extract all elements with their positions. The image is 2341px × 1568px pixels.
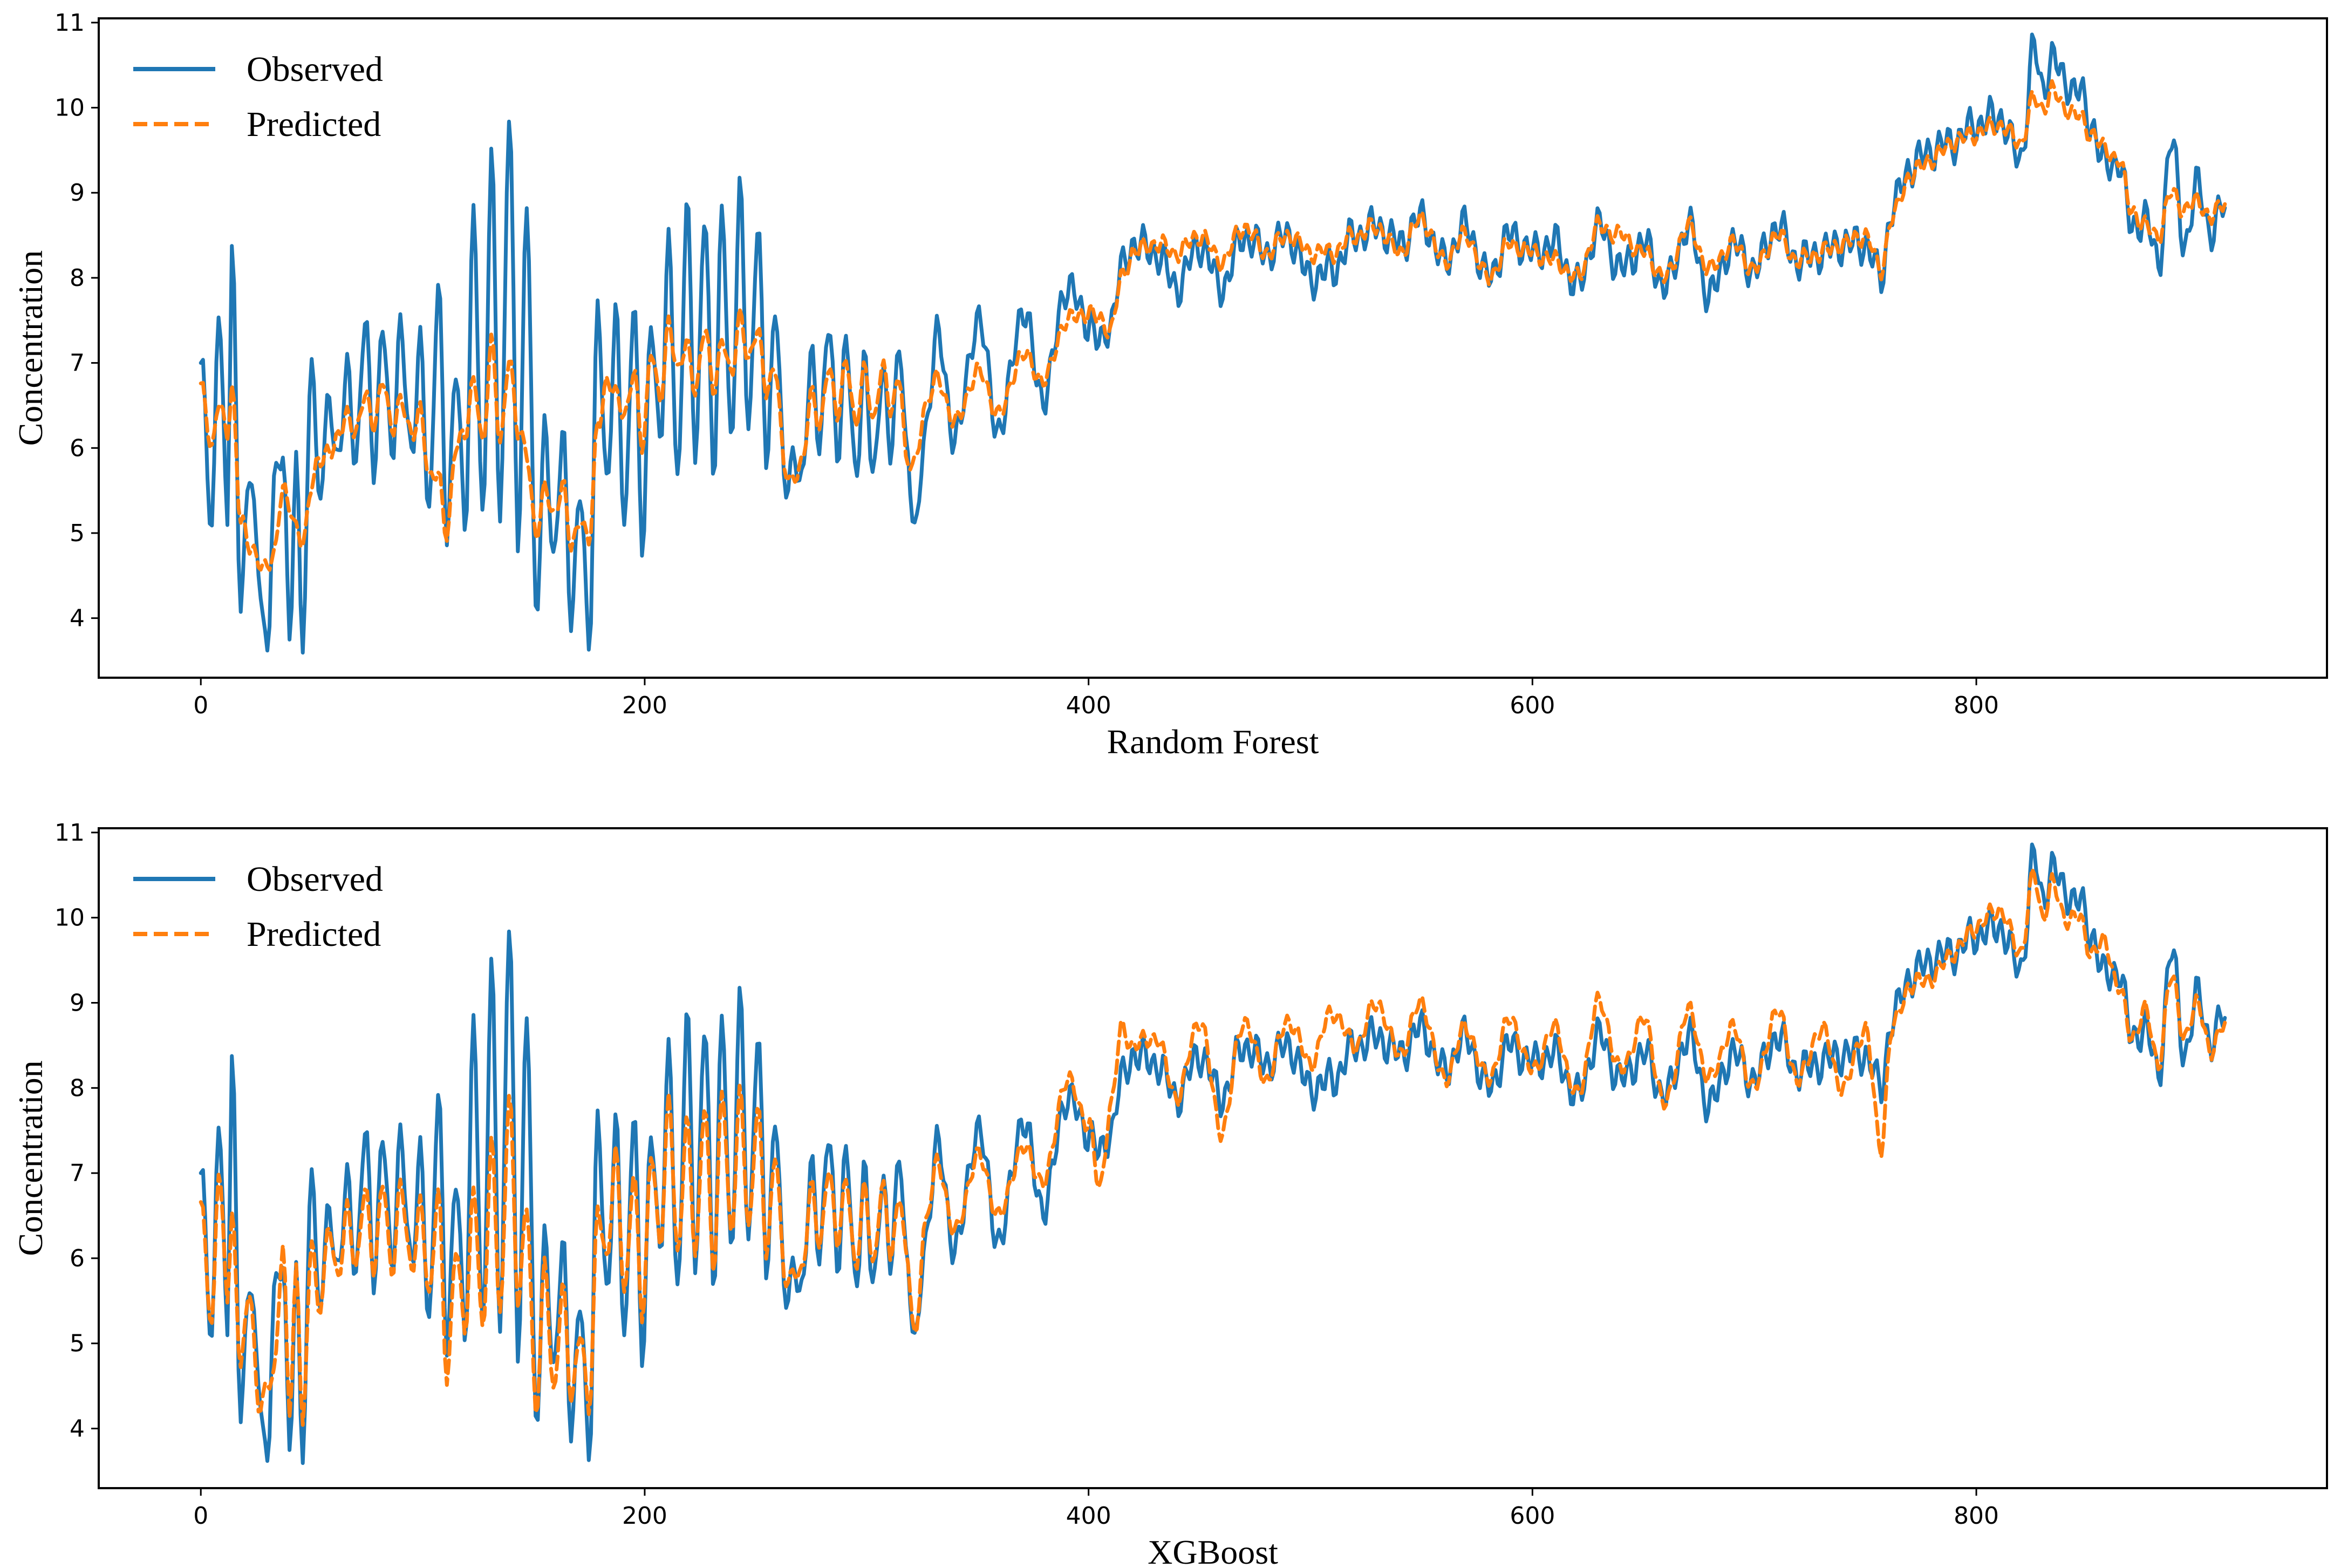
y-tick-label: 4 <box>70 605 85 632</box>
x-tick-label: 400 <box>1066 692 1111 719</box>
x-axis-label: XGBoost <box>1148 1533 1278 1568</box>
legend: Observed Predicted <box>133 50 383 144</box>
y-tick-label: 9 <box>70 179 85 207</box>
y-tick-label: 11 <box>54 819 85 847</box>
y-tick-label: 10 <box>54 94 85 122</box>
chart-panel-random-forest: 0 200 400 600 800 4 5 6 7 8 9 10 11 Random Forest Co… <box>11 9 2328 761</box>
x-axis-label: Random Forest <box>1107 722 1319 761</box>
x-tick-label: 200 <box>622 1502 667 1530</box>
y-axis-label: Concentration <box>11 1060 50 1256</box>
series-line-predicted <box>199 79 2227 572</box>
series-layer <box>199 32 2227 655</box>
x-tick-label: 600 <box>1510 692 1555 719</box>
y-tick-label: 8 <box>70 1074 85 1102</box>
legend-label-observed: Observed <box>247 860 383 899</box>
y-tick-label: 8 <box>70 264 85 292</box>
x-tick-label: 0 <box>193 692 208 719</box>
legend-label-predicted: Predicted <box>247 105 381 144</box>
ticks-layer: 0 200 400 600 800 4 5 6 7 8 9 10 11 <box>54 9 1999 719</box>
y-tick-label: 7 <box>70 1160 85 1187</box>
ticks-layer: 0 200 400 600 800 4 5 6 7 8 9 10 11 <box>54 819 1999 1530</box>
legend-label-predicted: Predicted <box>247 915 381 954</box>
y-tick-label: 7 <box>70 350 85 377</box>
x-tick-label: 200 <box>622 692 667 719</box>
y-tick-label: 5 <box>70 1330 85 1358</box>
y-tick-label: 6 <box>70 434 85 462</box>
axes-frame <box>98 17 2328 679</box>
x-tick-label: 800 <box>1954 1502 1999 1530</box>
y-tick-label: 4 <box>70 1415 85 1443</box>
legend-label-observed: Observed <box>247 50 383 89</box>
y-tick-label: 9 <box>70 990 85 1017</box>
series-layer <box>199 842 2227 1465</box>
series-line-predicted <box>199 867 2227 1427</box>
y-axis-label: Concentration <box>11 250 50 446</box>
x-tick-label: 600 <box>1510 1502 1555 1530</box>
chart-panel-xgboost: 0 200 400 600 800 4 5 6 7 8 9 10 11 XGBoost Concentr… <box>11 819 2328 1568</box>
x-tick-label: 400 <box>1066 1502 1111 1530</box>
legend: Observed Predicted <box>133 860 383 954</box>
y-tick-label: 5 <box>70 520 85 547</box>
x-tick-label: 0 <box>193 1502 208 1530</box>
x-tick-label: 800 <box>1954 692 1999 719</box>
axes-frame <box>98 827 2328 1489</box>
y-tick-label: 10 <box>54 904 85 932</box>
y-tick-label: 11 <box>54 9 85 37</box>
y-tick-label: 6 <box>70 1245 85 1272</box>
